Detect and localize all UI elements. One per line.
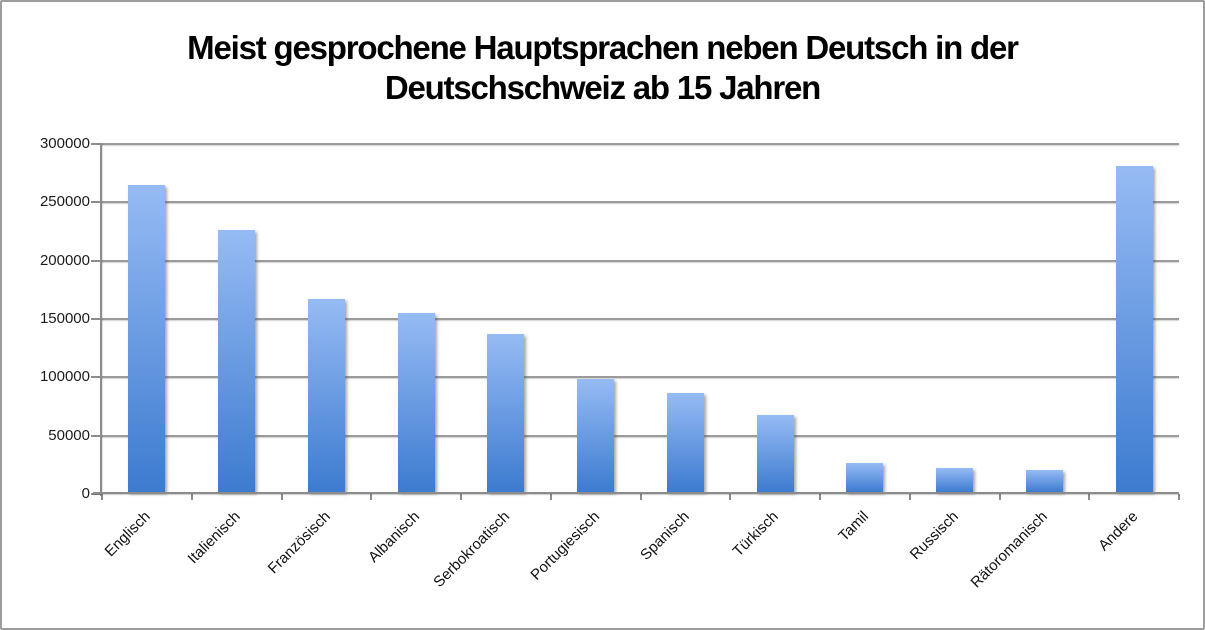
chart-title-line-2: Deutschschweiz ab 15 Jahren bbox=[384, 69, 821, 106]
bar-franz-sisch bbox=[307, 299, 345, 492]
x-axis-category-label: Russisch bbox=[906, 508, 962, 564]
x-axis-tick bbox=[101, 494, 103, 500]
x-axis-tick bbox=[998, 494, 1001, 500]
x-axis-category-label: Andere bbox=[1094, 508, 1142, 555]
bar-portugiesisch bbox=[577, 378, 615, 492]
x-axis-category-label: Tamil bbox=[835, 508, 872, 545]
y-axis-tick-label: 150000 bbox=[39, 310, 90, 327]
bar-italienisch bbox=[218, 230, 256, 492]
gridline bbox=[102, 143, 1179, 145]
y-axis-tick bbox=[91, 493, 102, 495]
bar-spanisch bbox=[666, 392, 704, 492]
bar-tamil bbox=[846, 462, 884, 492]
y-axis-tick bbox=[91, 434, 102, 437]
x-axis-tick bbox=[1178, 494, 1180, 500]
x-axis-category-label: Albanisch bbox=[365, 508, 424, 567]
x-axis-tick bbox=[280, 494, 283, 500]
bar-serbokroatisch bbox=[487, 334, 525, 492]
x-axis-tick bbox=[190, 494, 193, 500]
bar-englisch bbox=[128, 184, 166, 492]
y-axis-tick bbox=[91, 318, 102, 320]
gridline bbox=[102, 259, 1179, 262]
y-axis-tick bbox=[91, 201, 102, 204]
gridline bbox=[102, 434, 1179, 437]
x-axis-tick bbox=[1088, 494, 1091, 500]
x-axis-category-label: Englisch bbox=[101, 508, 154, 561]
y-axis-tick bbox=[91, 259, 102, 262]
x-axis-category-label: Französisch bbox=[264, 508, 334, 578]
x-axis-line bbox=[93, 492, 1179, 494]
x-axis-category-label: Türkisch bbox=[730, 508, 783, 561]
gridline bbox=[102, 376, 1179, 379]
y-axis-line bbox=[100, 144, 102, 496]
x-axis-category-label: Spanisch bbox=[636, 508, 693, 564]
x-axis-tick bbox=[460, 494, 462, 500]
y-axis-tick bbox=[91, 376, 102, 379]
y-axis-tick-label: 250000 bbox=[39, 193, 90, 211]
bar-r-toromanisch bbox=[1025, 469, 1063, 492]
chart-title: Meist gesprochene Hauptsprachen neben De… bbox=[2, 28, 1203, 108]
bar-russisch bbox=[936, 468, 974, 492]
x-axis-tick bbox=[549, 494, 552, 500]
x-axis-tick bbox=[908, 494, 911, 500]
y-axis-tick-label: 200000 bbox=[39, 251, 90, 269]
x-axis-category-label: Rätoromanisch bbox=[968, 508, 1052, 592]
x-axis-tick bbox=[639, 494, 642, 500]
y-axis-tick-label: 300000 bbox=[39, 135, 90, 152]
y-axis-tick-label: 100000 bbox=[39, 368, 90, 386]
x-axis-tick bbox=[370, 494, 373, 500]
y-axis-tick-label: 0 bbox=[81, 485, 90, 502]
gridline bbox=[102, 201, 1179, 204]
bar-t-rkisch bbox=[756, 414, 794, 492]
plot-area: Englisch Italienisch Französisch Albanisch S… bbox=[91, 143, 1180, 591]
y-axis-tick bbox=[91, 143, 102, 145]
y-axis-tick-label: 50000 bbox=[48, 426, 90, 444]
bar-albanisch bbox=[397, 313, 435, 492]
x-axis-tick bbox=[729, 494, 732, 500]
x-axis-category-label: Italienisch bbox=[184, 508, 244, 568]
chart-title-line-1: Meist gesprochene Hauptsprachen neben De… bbox=[187, 29, 1019, 66]
x-axis-category-label: Portugiesisch bbox=[526, 508, 603, 584]
x-axis-category-label: Serbokroatisch bbox=[430, 508, 513, 591]
x-axis-tick bbox=[819, 494, 821, 500]
bar-andere bbox=[1115, 166, 1153, 492]
gridline bbox=[102, 318, 1179, 320]
